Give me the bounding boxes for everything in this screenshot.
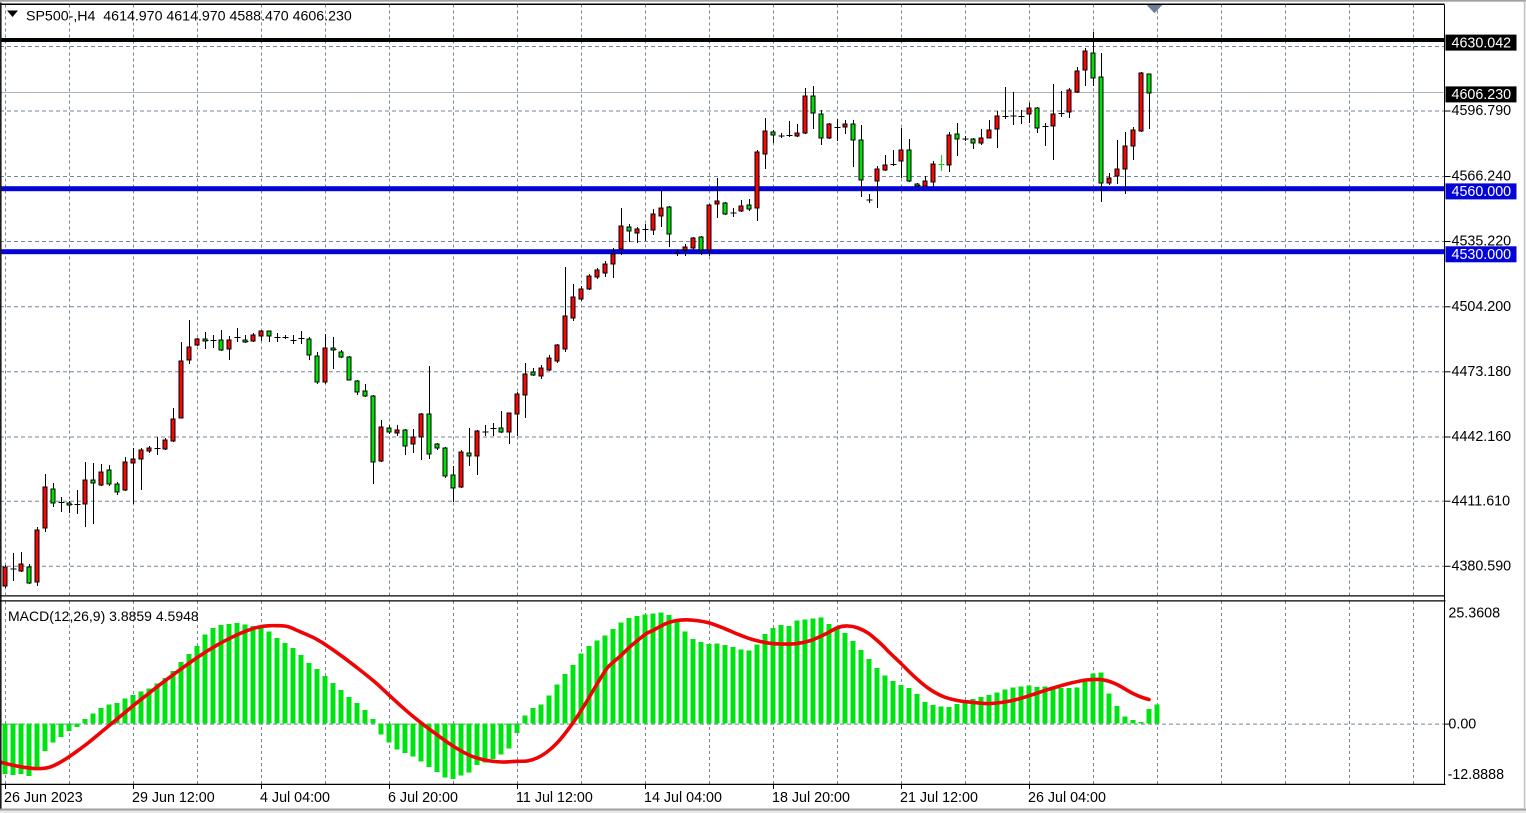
- svg-text:0.00: 0.00: [1448, 716, 1476, 732]
- svg-text:21 Jul 12:00: 21 Jul 12:00: [900, 790, 978, 806]
- svg-text:4535.220: 4535.220: [1452, 234, 1512, 250]
- svg-text:25.3608: 25.3608: [1448, 606, 1500, 622]
- svg-text:4504.200: 4504.200: [1452, 299, 1512, 315]
- svg-text:6 Jul 20:00: 6 Jul 20:00: [388, 790, 458, 806]
- svg-text:4530.000: 4530.000: [1452, 247, 1512, 263]
- svg-text:4606.230: 4606.230: [1452, 87, 1512, 103]
- svg-text:SP500-,H4 4614.970 4614.970 4: SP500-,H4 4614.970 4614.970 4588.470 460…: [26, 9, 352, 25]
- svg-text:26 Jun 2023: 26 Jun 2023: [4, 790, 83, 806]
- svg-text:18 Jul 20:00: 18 Jul 20:00: [772, 790, 850, 806]
- svg-text:26 Jul 04:00: 26 Jul 04:00: [1028, 790, 1106, 806]
- svg-text:11 Jul 12:00: 11 Jul 12:00: [516, 790, 593, 806]
- svg-text:4630.042: 4630.042: [1452, 35, 1512, 51]
- svg-text:4 Jul 04:00: 4 Jul 04:00: [260, 790, 330, 806]
- svg-text:MACD(12,26,9) 3.8859 4.5948: MACD(12,26,9) 3.8859 4.5948: [8, 608, 199, 624]
- svg-text:4380.590: 4380.590: [1452, 559, 1512, 575]
- svg-text:29 Jun 12:00: 29 Jun 12:00: [132, 790, 215, 806]
- svg-text:4442.160: 4442.160: [1452, 429, 1512, 445]
- svg-text:4411.610: 4411.610: [1452, 493, 1511, 509]
- svg-text:4566.240: 4566.240: [1452, 169, 1512, 185]
- svg-text:4560.000: 4560.000: [1452, 184, 1512, 200]
- svg-text:4596.790: 4596.790: [1452, 103, 1512, 119]
- svg-text:14 Jul 04:00: 14 Jul 04:00: [644, 790, 722, 806]
- svg-text:-12.8888: -12.8888: [1448, 767, 1504, 783]
- svg-text:4473.180: 4473.180: [1452, 364, 1512, 380]
